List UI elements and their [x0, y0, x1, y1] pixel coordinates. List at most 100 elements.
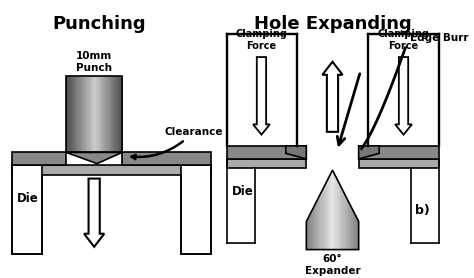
Bar: [313, 207, 315, 250]
Bar: [344, 193, 345, 250]
Bar: [335, 176, 337, 250]
Bar: [336, 178, 337, 250]
Text: Edge Burr: Edge Burr: [410, 33, 469, 43]
Bar: [12, 165, 42, 254]
Bar: [114, 76, 116, 152]
Polygon shape: [322, 62, 343, 132]
Bar: [112, 76, 114, 152]
Bar: [109, 76, 110, 152]
Bar: [314, 205, 316, 250]
Bar: [341, 189, 343, 250]
Bar: [346, 199, 348, 250]
Bar: [72, 76, 73, 152]
Polygon shape: [286, 146, 306, 159]
Bar: [355, 215, 356, 250]
Bar: [329, 176, 330, 250]
Bar: [87, 76, 89, 152]
Text: Clamping
Force: Clamping Force: [378, 29, 429, 51]
Bar: [337, 180, 339, 250]
Bar: [340, 187, 342, 250]
Bar: [110, 76, 111, 152]
Bar: [105, 76, 107, 152]
Bar: [321, 191, 323, 250]
Bar: [79, 76, 80, 152]
Bar: [75, 76, 77, 152]
Bar: [90, 76, 91, 152]
Polygon shape: [66, 152, 122, 164]
Text: Die: Die: [231, 185, 253, 198]
Bar: [319, 195, 321, 250]
Bar: [310, 213, 311, 250]
Bar: [338, 182, 340, 250]
Bar: [322, 189, 324, 250]
Bar: [91, 76, 92, 152]
Bar: [80, 76, 81, 152]
Bar: [119, 76, 120, 152]
Bar: [342, 191, 344, 250]
Polygon shape: [84, 178, 104, 247]
Polygon shape: [253, 57, 270, 135]
Bar: [350, 205, 351, 250]
Bar: [116, 76, 117, 152]
Bar: [73, 76, 74, 152]
Bar: [104, 76, 106, 152]
Bar: [93, 76, 95, 152]
Bar: [95, 76, 97, 152]
Bar: [334, 174, 336, 250]
Bar: [71, 76, 72, 152]
Bar: [354, 213, 356, 250]
Bar: [332, 170, 334, 250]
Bar: [103, 76, 105, 152]
Text: 10mm
Punch: 10mm Punch: [76, 51, 112, 73]
Bar: [327, 180, 328, 250]
Text: Punching: Punching: [52, 15, 146, 33]
Bar: [309, 215, 310, 250]
Bar: [108, 76, 109, 152]
Bar: [359, 146, 439, 159]
Bar: [83, 76, 84, 152]
Bar: [326, 182, 327, 250]
Bar: [98, 76, 99, 152]
Bar: [181, 165, 211, 254]
Bar: [113, 76, 115, 152]
Bar: [99, 76, 100, 152]
Bar: [81, 76, 82, 152]
Text: 60°
Expander: 60° Expander: [305, 254, 360, 276]
Text: Hole Expanding: Hole Expanding: [254, 15, 411, 33]
Bar: [76, 76, 78, 152]
Bar: [117, 76, 118, 152]
Bar: [349, 203, 350, 250]
Bar: [339, 185, 341, 250]
Text: b): b): [415, 204, 430, 217]
Text: Die: Die: [17, 192, 38, 205]
Bar: [89, 76, 90, 152]
Bar: [92, 76, 93, 152]
Bar: [353, 211, 355, 250]
Bar: [351, 207, 352, 250]
Bar: [315, 203, 317, 250]
Polygon shape: [359, 146, 379, 159]
Bar: [70, 76, 71, 152]
Bar: [94, 76, 96, 152]
Bar: [320, 193, 322, 250]
Bar: [356, 217, 357, 250]
Bar: [102, 76, 104, 152]
Bar: [227, 159, 306, 168]
Bar: [308, 217, 310, 250]
Text: Clamping
Force: Clamping Force: [236, 29, 287, 51]
Bar: [345, 195, 346, 250]
Bar: [101, 76, 102, 152]
Bar: [331, 172, 332, 250]
Bar: [12, 165, 211, 175]
Bar: [333, 172, 335, 250]
Bar: [77, 76, 79, 152]
Bar: [96, 76, 98, 152]
Bar: [68, 76, 70, 152]
Bar: [319, 197, 320, 250]
Bar: [74, 76, 75, 152]
Bar: [325, 185, 326, 250]
Bar: [346, 197, 347, 250]
Bar: [324, 187, 325, 250]
Bar: [227, 146, 306, 159]
Bar: [359, 159, 439, 168]
